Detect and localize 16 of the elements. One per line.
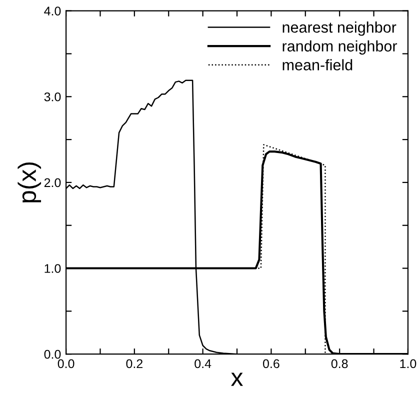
x-tick-label: 0.6: [263, 359, 280, 368]
y-tick-label: 4.0: [44, 6, 61, 16]
x-tick-label: 0.0: [58, 359, 74, 368]
y-tick-label: 2.0: [44, 178, 61, 188]
legend-label: mean-field: [282, 59, 352, 70]
x-axis-title: x: [231, 372, 243, 386]
x-tick-label: 0.8: [331, 359, 348, 368]
y-tick-label: 0.0: [44, 350, 61, 359]
x-tick-label: 0.4: [194, 359, 212, 368]
y-axis-title: p(x): [18, 162, 42, 202]
x-tick-label: 0.2: [126, 359, 142, 368]
y-tick-label: 3.0: [44, 92, 61, 102]
y-tick-label: 1.0: [44, 264, 61, 273]
x-tick-label: 1.0: [400, 359, 416, 368]
legend-label: nearest neighbor: [282, 22, 396, 36]
legend-label: random neighbor: [282, 40, 398, 55]
